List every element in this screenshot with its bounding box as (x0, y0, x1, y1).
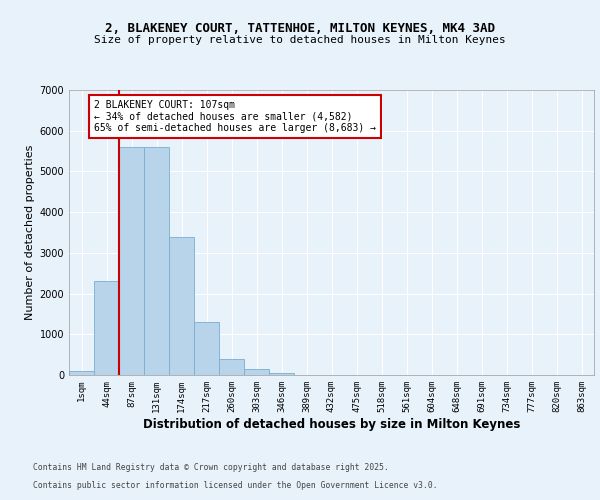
Bar (219, 358, 244, 375)
Text: Contains HM Land Registry data © Crown copyright and database right 2025.: Contains HM Land Registry data © Crown c… (33, 464, 389, 472)
Bar (144, 147, 169, 375)
Bar (169, 236, 194, 375)
Text: 2 BLAKENEY COURT: 107sqm
← 34% of detached houses are smaller (4,582)
65% of sem: 2 BLAKENEY COURT: 107sqm ← 34% of detach… (94, 100, 376, 134)
Text: Size of property relative to detached houses in Milton Keynes: Size of property relative to detached ho… (94, 35, 506, 45)
Bar (269, 372, 294, 375)
Y-axis label: Number of detached properties: Number of detached properties (25, 145, 35, 320)
Bar (94, 282, 119, 375)
Bar (194, 322, 219, 375)
Bar (69, 371, 94, 375)
X-axis label: Distribution of detached houses by size in Milton Keynes: Distribution of detached houses by size … (143, 418, 520, 430)
Text: 2, BLAKENEY COURT, TATTENHOE, MILTON KEYNES, MK4 3AD: 2, BLAKENEY COURT, TATTENHOE, MILTON KEY… (105, 22, 495, 36)
Text: Contains public sector information licensed under the Open Government Licence v3: Contains public sector information licen… (33, 481, 437, 490)
Bar (119, 147, 144, 375)
Bar (244, 369, 269, 375)
